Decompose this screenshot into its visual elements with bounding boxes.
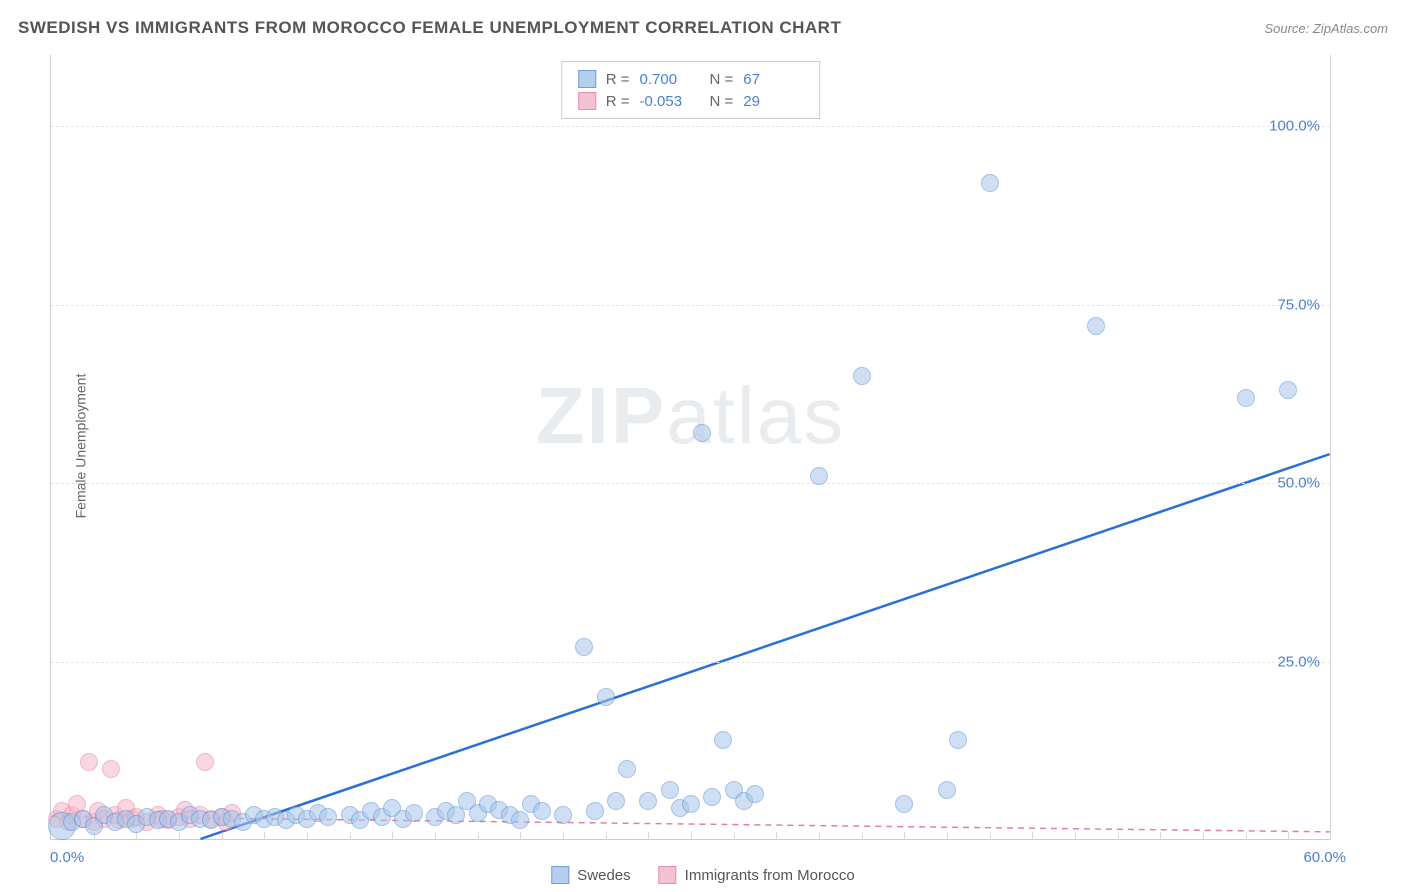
gridline-v: [691, 832, 692, 840]
gridline-v: [1246, 832, 1247, 840]
gridline-v: [947, 832, 948, 840]
data-point: [196, 753, 214, 771]
chart-plot-area: ZIPatlas R = 0.700 N = 67 R = -0.053 N =…: [50, 55, 1330, 840]
legend-swatch-morocco: [659, 866, 677, 884]
gridline-v: [990, 832, 991, 840]
gridline-v: [179, 832, 180, 840]
gridline-v: [734, 832, 735, 840]
gridline-v: [264, 832, 265, 840]
gridline-v: [862, 832, 863, 840]
data-point: [949, 731, 967, 749]
data-point: [639, 792, 657, 810]
data-point: [575, 638, 593, 656]
data-point: [981, 174, 999, 192]
legend-label-morocco: Immigrants from Morocco: [685, 867, 855, 884]
n-label-2: N =: [710, 93, 734, 110]
watermark-zip: ZIP: [536, 371, 666, 460]
y-tick-label: 50.0%: [1277, 475, 1320, 492]
y-tick-label: 75.0%: [1277, 296, 1320, 313]
gridline-v: [1160, 832, 1161, 840]
trend-line: [200, 454, 1329, 839]
y-tick-label: 25.0%: [1277, 653, 1320, 670]
gridline-v: [648, 832, 649, 840]
r-label: R =: [606, 71, 630, 88]
r-value-swedes: 0.700: [640, 71, 700, 88]
data-point: [1279, 381, 1297, 399]
data-point: [1237, 389, 1255, 407]
data-point: [661, 781, 679, 799]
data-point: [319, 808, 337, 826]
gridline-v: [478, 832, 479, 840]
y-tick-label: 100.0%: [1269, 118, 1320, 135]
stats-legend-box: R = 0.700 N = 67 R = -0.053 N = 29: [561, 61, 821, 119]
swatch-swedes: [578, 70, 596, 88]
data-point: [618, 760, 636, 778]
data-point: [607, 792, 625, 810]
gridline-v: [1032, 832, 1033, 840]
n-label: N =: [710, 71, 734, 88]
data-point: [746, 785, 764, 803]
gridline-v: [1203, 832, 1204, 840]
data-point: [703, 788, 721, 806]
gridline-v: [904, 832, 905, 840]
data-point: [810, 467, 828, 485]
gridline-v: [222, 832, 223, 840]
chart-title: SWEDISH VS IMMIGRANTS FROM MOROCCO FEMAL…: [18, 18, 841, 38]
data-point: [554, 806, 572, 824]
legend-label-swedes: Swedes: [577, 867, 630, 884]
gridline-v: [307, 832, 308, 840]
legend-item-swedes: Swedes: [551, 866, 630, 884]
trend-lines-svg: [51, 55, 1330, 839]
watermark-atlas: atlas: [666, 371, 845, 460]
stats-row-morocco: R = -0.053 N = 29: [578, 90, 804, 112]
data-point: [80, 753, 98, 771]
data-point: [938, 781, 956, 799]
gridline-h: [51, 305, 1330, 306]
data-point: [102, 760, 120, 778]
data-point: [405, 804, 423, 822]
data-point: [895, 795, 913, 813]
swatch-morocco: [578, 92, 596, 110]
data-point: [853, 367, 871, 385]
n-value-swedes: 67: [743, 71, 803, 88]
data-point: [1087, 317, 1105, 335]
gridline-v: [1118, 832, 1119, 840]
r-value-morocco: -0.053: [640, 93, 700, 110]
data-point: [682, 795, 700, 813]
n-value-morocco: 29: [743, 93, 803, 110]
gridline-v: [435, 832, 436, 840]
gridline-h: [51, 662, 1330, 663]
r-label-2: R =: [606, 93, 630, 110]
gridline-v: [563, 832, 564, 840]
x-axis-max-label: 60.0%: [1303, 849, 1346, 866]
right-edge-line: [1330, 55, 1331, 839]
data-point: [597, 688, 615, 706]
x-axis-min-label: 0.0%: [50, 849, 84, 866]
legend-swatch-swedes: [551, 866, 569, 884]
gridline-h: [51, 126, 1330, 127]
stats-row-swedes: R = 0.700 N = 67: [578, 68, 804, 90]
bottom-legend: Swedes Immigrants from Morocco: [551, 866, 854, 884]
data-point: [714, 731, 732, 749]
gridline-v: [1288, 832, 1289, 840]
gridline-v: [819, 832, 820, 840]
source-label: Source: ZipAtlas.com: [1264, 21, 1388, 36]
gridline-v: [776, 832, 777, 840]
legend-item-morocco: Immigrants from Morocco: [659, 866, 855, 884]
data-point: [511, 811, 529, 829]
gridline-v: [392, 832, 393, 840]
gridline-v: [520, 832, 521, 840]
gridline-h: [51, 483, 1330, 484]
watermark-text: ZIPatlas: [536, 370, 845, 462]
data-point: [693, 424, 711, 442]
gridline-v: [350, 832, 351, 840]
gridline-v: [606, 832, 607, 840]
data-point: [586, 802, 604, 820]
data-point: [533, 802, 551, 820]
gridline-v: [1075, 832, 1076, 840]
